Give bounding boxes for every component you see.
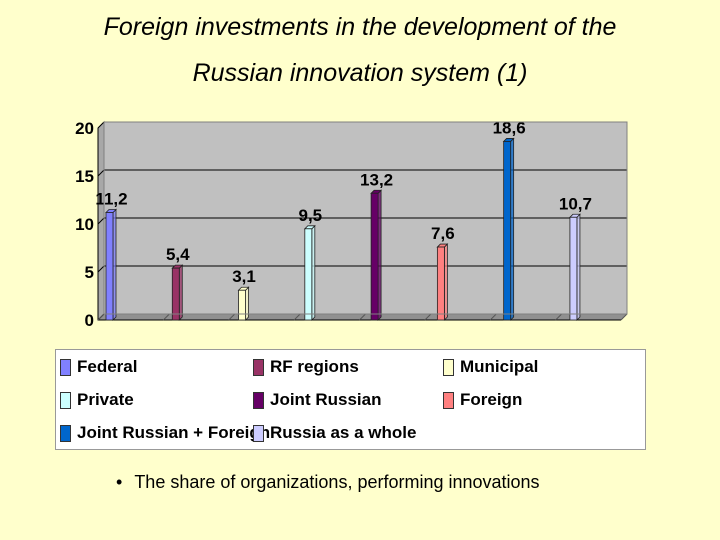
- floor-divider: [163, 313, 170, 321]
- gridline-side: [97, 265, 105, 273]
- floor-divider: [424, 313, 432, 321]
- legend-item-municipal: Municipal: [443, 356, 538, 378]
- data-label: 10,7: [559, 194, 592, 213]
- bar-side-joint-russian: [377, 189, 382, 321]
- floor-divider: [555, 313, 562, 321]
- legend-swatch: [443, 391, 454, 409]
- legend-label: Foreign: [460, 390, 523, 409]
- data-label: 18,6: [493, 118, 526, 137]
- bar-side-foreign: [443, 243, 448, 321]
- title-line-2: Russian innovation system (1): [192, 59, 528, 87]
- gridline-side: [97, 217, 105, 225]
- bullet-glyph: •: [116, 472, 123, 492]
- data-label: 3,1: [232, 267, 256, 286]
- bar-side-joint-russian-foreign: [510, 137, 515, 321]
- legend-label: Joint Russian: [270, 390, 382, 409]
- slide-title: Foreign investments in the development o…: [0, 4, 720, 96]
- bar-side-municipal: [245, 286, 249, 321]
- bar-side-rf-regions: [178, 264, 183, 321]
- legend-swatch: [253, 424, 264, 442]
- legend-swatch: [60, 391, 71, 409]
- legend-swatch: [60, 424, 71, 442]
- gridline-side: [97, 169, 105, 177]
- legend-item-joint-russian-foreign: Joint Russian + Foreign: [60, 422, 270, 444]
- y-tick-label: 10: [75, 215, 94, 234]
- bar-private: [304, 228, 313, 321]
- y-tick-label: 15: [75, 167, 94, 186]
- footer-bullet-point: • The share of organizations, performing …: [116, 472, 540, 493]
- legend-item-federal: Federal: [60, 356, 137, 378]
- y-tick-label: 20: [75, 119, 94, 138]
- bar-side-federal: [112, 208, 117, 321]
- legend-swatch: [253, 391, 264, 409]
- bar-side-private: [311, 224, 316, 321]
- bar-chart: 0 5 10 15 20 11,2 5,4 3,1 9,5 13,2 7,6 18,6 10,7: [75, 118, 628, 330]
- plot-area-border: [103, 121, 628, 315]
- legend-label: Joint Russian + Foreign: [77, 423, 271, 442]
- floor-divider: [620, 313, 628, 321]
- bar-side-russia-as-a-whole: [576, 213, 581, 321]
- legend-label: Federal: [77, 357, 138, 376]
- legend-item-foreign: Foreign: [443, 389, 522, 411]
- chart-legend: Federal RF regions Municipal Private Joint R…: [55, 349, 646, 450]
- bar-joint-russian-foreign: [503, 141, 512, 321]
- data-label: 5,4: [166, 245, 190, 264]
- legend-swatch: [443, 358, 454, 376]
- legend-label: Private: [77, 390, 134, 409]
- bar-joint-russian: [370, 192, 379, 321]
- floor-divider: [228, 313, 236, 321]
- title-line-1: Foreign investments in the development o…: [103, 13, 617, 41]
- data-label: 11,2: [95, 189, 127, 208]
- legend-item-joint-russian: Joint Russian: [253, 389, 381, 411]
- floor-divider: [293, 313, 301, 321]
- legend-swatch: [60, 358, 71, 376]
- floor-divider: [359, 313, 366, 321]
- y-tick-label: 0: [85, 311, 94, 330]
- legend-label: RF regions: [270, 357, 359, 376]
- floor-divider: [97, 313, 105, 321]
- legend-item-private: Private: [60, 389, 134, 411]
- bar-federal: [105, 212, 114, 321]
- y-tick-label: 5: [85, 263, 94, 282]
- data-label: 9,5: [299, 206, 323, 225]
- legend-swatch: [253, 358, 264, 376]
- gridline-side: [97, 121, 105, 129]
- bar-foreign: [436, 246, 445, 321]
- bar-rf-regions: [171, 267, 180, 321]
- bar-municipal: [238, 289, 246, 321]
- legend-label: Municipal: [460, 357, 539, 376]
- data-label: 7,6: [431, 224, 455, 243]
- legend-item-russia-as-a-whole: Russia as a whole: [253, 422, 416, 444]
- floor-divider: [489, 313, 497, 321]
- data-label: 13,2: [360, 170, 393, 189]
- footer-text: The share of organizations, performing i…: [134, 472, 540, 492]
- legend-label: Russia as a whole: [270, 423, 417, 442]
- legend-item-rf-regions: RF regions: [253, 356, 359, 378]
- bar-russia-as-a-whole: [569, 216, 578, 321]
